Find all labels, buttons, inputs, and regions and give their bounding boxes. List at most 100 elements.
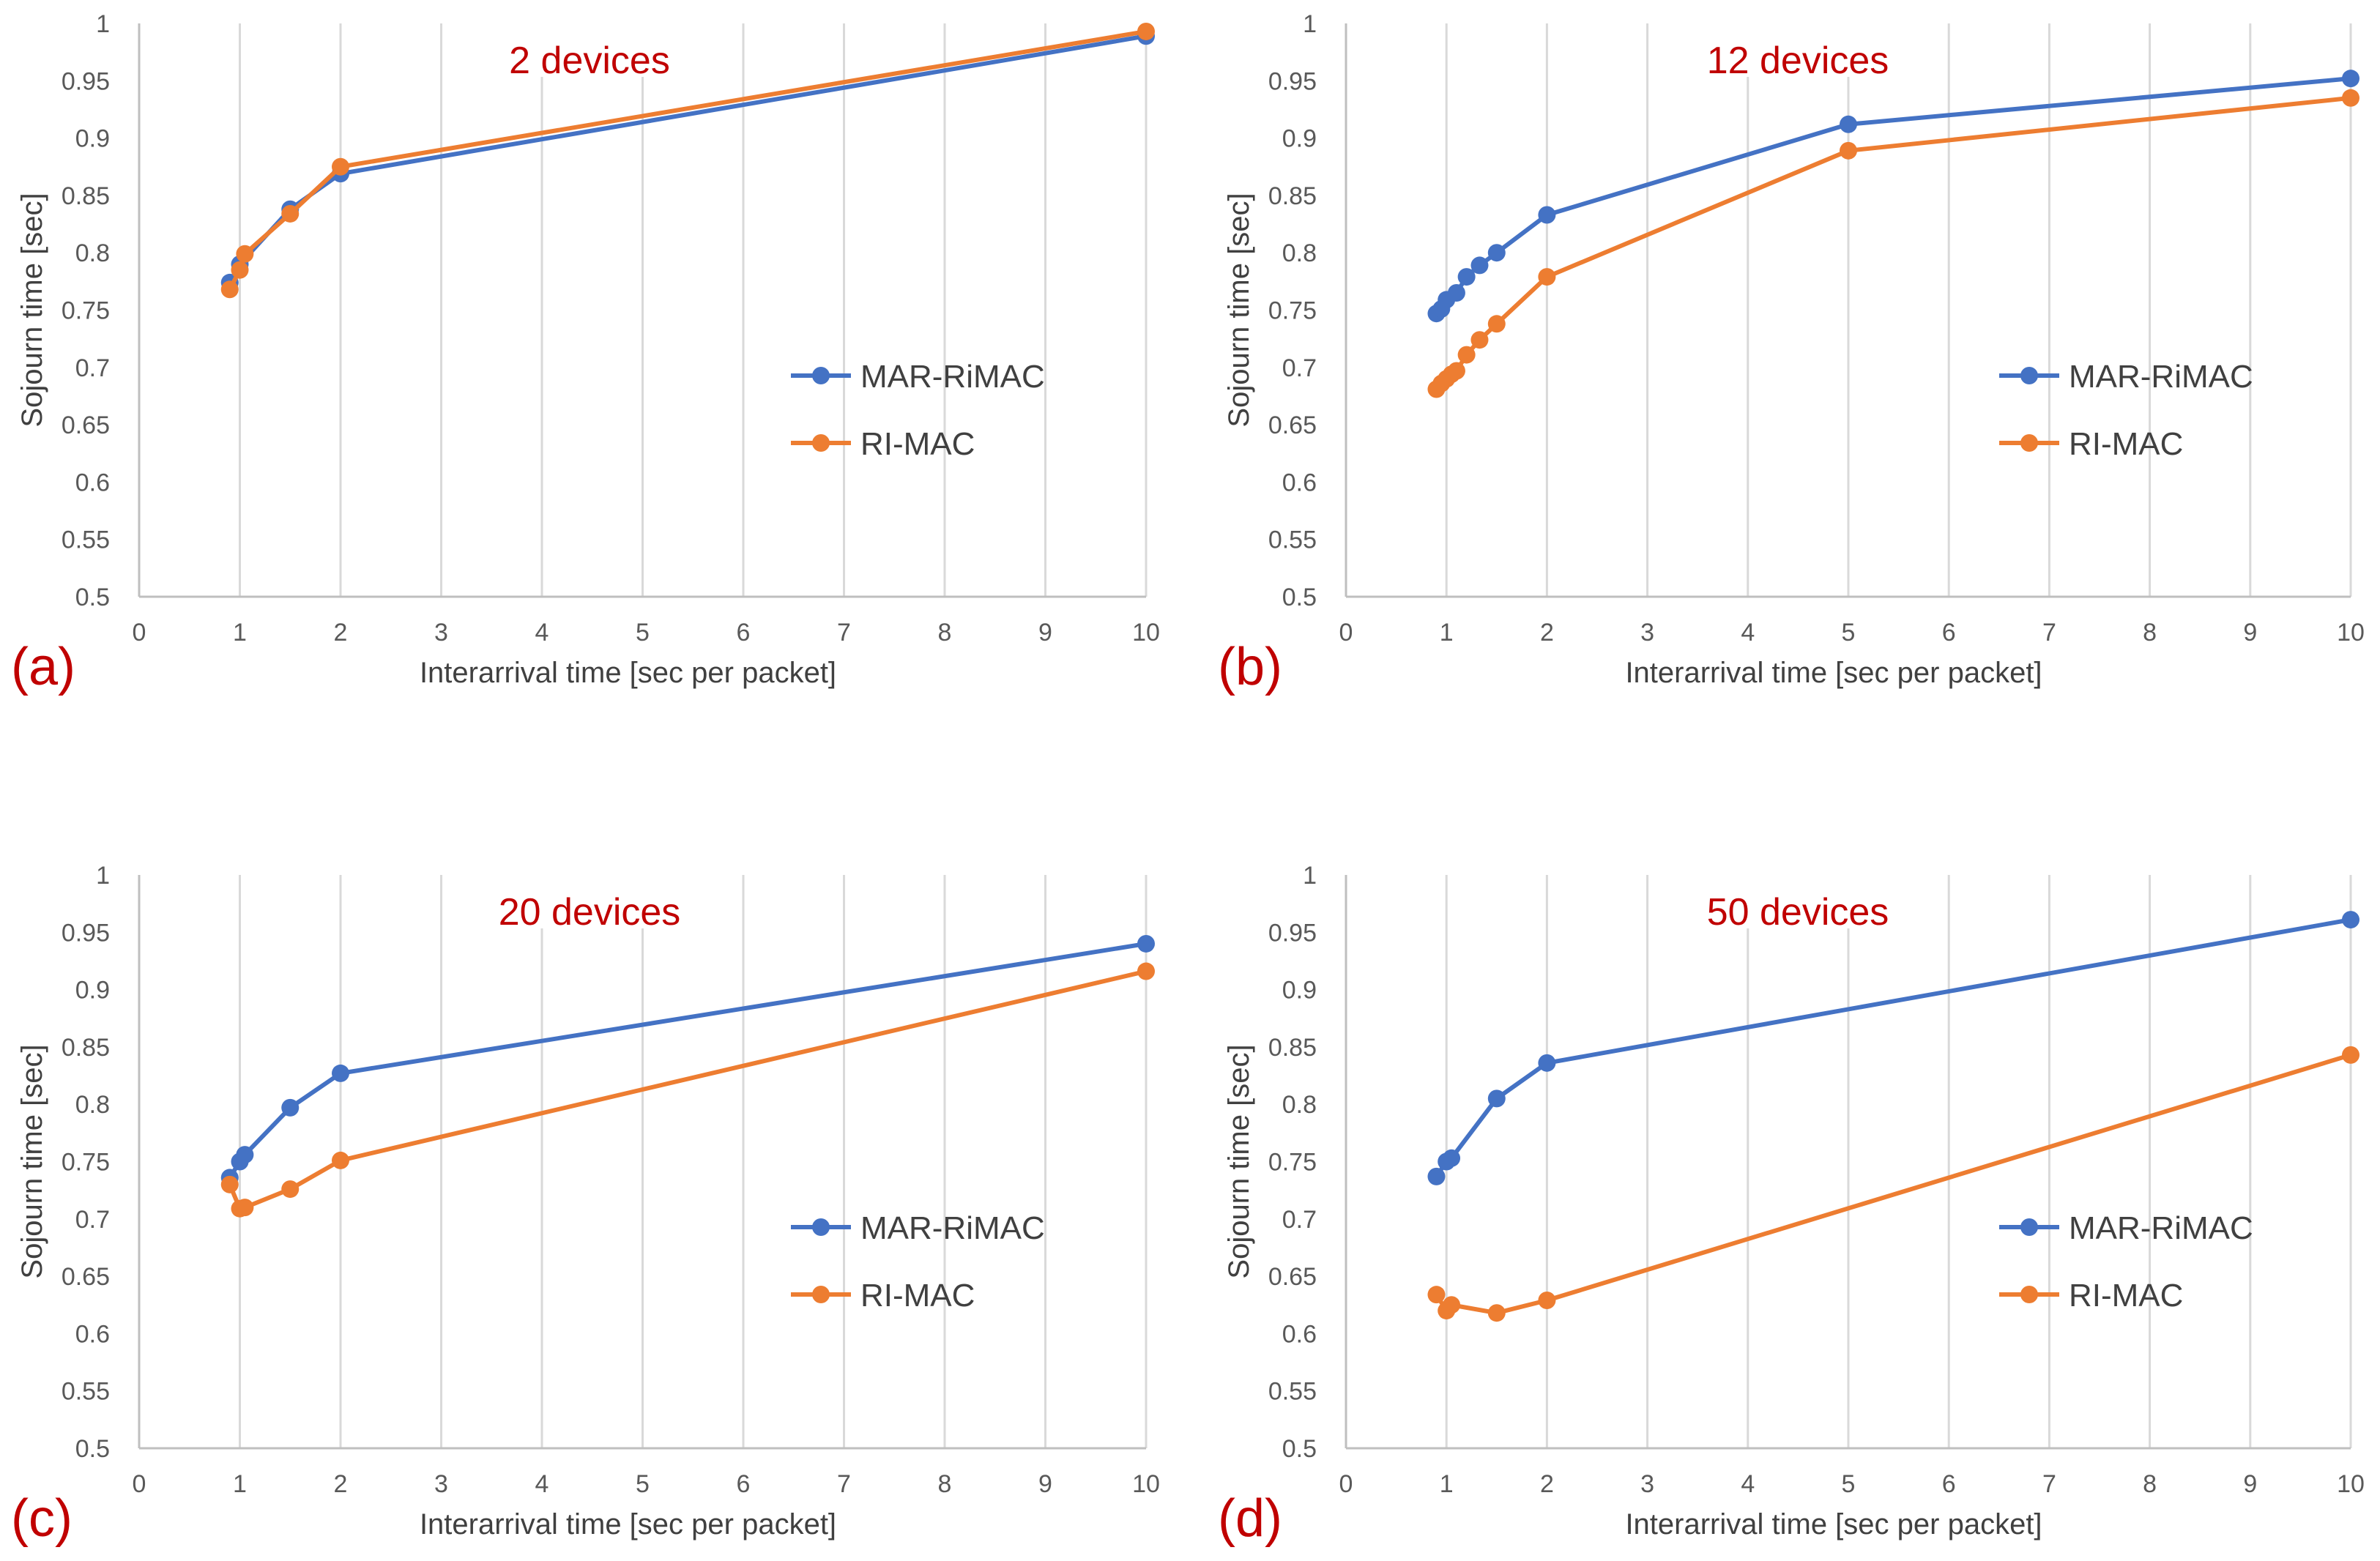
legend-label: RI-MAC — [2069, 426, 2183, 462]
x-tick-label: 6 — [1942, 1470, 1956, 1498]
y-tick-label: 0.5 — [1282, 584, 1317, 611]
y-tick-label: 0.7 — [75, 1206, 110, 1234]
legend-marker — [2020, 1286, 2038, 1303]
data-point-mar-rimac — [1470, 256, 1489, 275]
y-tick-label: 0.75 — [1268, 297, 1317, 325]
x-tick-label: 1 — [1440, 1470, 1454, 1498]
x-tick-label: 3 — [1640, 1470, 1654, 1498]
legend-marker — [2020, 367, 2038, 384]
y-tick-label: 0.9 — [1282, 125, 1317, 153]
y-tick-label: 0.85 — [1268, 1034, 1317, 1062]
data-point-ri-mac — [1538, 1291, 1556, 1309]
panel-label: (d) — [1218, 1489, 1282, 1548]
data-point-mar-rimac — [1538, 1054, 1556, 1072]
chart-title: 2 devices — [509, 40, 670, 82]
y-tick-label: 0.85 — [1268, 182, 1317, 210]
data-point-ri-mac — [236, 245, 254, 263]
x-tick-label: 4 — [1741, 619, 1755, 647]
x-tick-label: 4 — [1741, 1470, 1755, 1498]
y-axis-title: Sojourn time [sec] — [1223, 193, 1255, 427]
y-tick-label: 0.65 — [1268, 411, 1317, 439]
x-tick-label: 0 — [1339, 619, 1353, 647]
y-tick-label: 0.7 — [1282, 354, 1317, 382]
data-point-ri-mac — [332, 1151, 349, 1169]
data-point-ri-mac — [231, 261, 249, 279]
y-tick-label: 0.95 — [62, 67, 110, 95]
y-tick-label: 0.65 — [1268, 1263, 1317, 1291]
data-point-ri-mac — [1538, 268, 1556, 286]
data-point-mar-rimac — [1447, 284, 1465, 302]
data-point-ri-mac — [1487, 1304, 1506, 1322]
y-tick-label: 0.9 — [75, 977, 110, 1005]
data-point-ri-mac — [1443, 1296, 1461, 1314]
y-tick-label: 0.6 — [75, 469, 110, 496]
data-point-mar-rimac — [1137, 934, 1155, 953]
y-tick-label: 1 — [1303, 862, 1317, 890]
x-tick-label: 9 — [1038, 619, 1052, 647]
chart-title: 50 devices — [1707, 891, 1889, 934]
x-tick-label: 2 — [334, 1470, 348, 1498]
y-tick-label: 0.6 — [75, 1320, 110, 1348]
x-tick-label: 10 — [2337, 1470, 2365, 1498]
y-tick-label: 0.7 — [75, 354, 110, 382]
x-tick-label: 9 — [1038, 1470, 1052, 1498]
x-tick-label: 0 — [133, 619, 146, 647]
x-tick-label: 9 — [2243, 1470, 2257, 1498]
data-point-ri-mac — [2342, 1046, 2359, 1064]
legend-marker — [812, 1286, 830, 1303]
x-tick-label: 4 — [535, 619, 549, 647]
y-tick-label: 0.6 — [1282, 469, 1317, 496]
y-tick-label: 0.55 — [1268, 526, 1317, 554]
x-tick-label: 4 — [535, 1470, 549, 1498]
series-line-ri-mac — [1434, 95, 2353, 392]
y-tick-label: 0.75 — [62, 1149, 110, 1177]
data-point-mar-rimac — [2342, 70, 2359, 88]
chart-title: 12 devices — [1707, 40, 1889, 82]
y-tick-label: 0.8 — [1282, 1091, 1317, 1119]
panel-label: (a) — [11, 638, 75, 696]
data-point-ri-mac — [1840, 141, 1857, 160]
y-tick-label: 0.55 — [62, 1378, 110, 1406]
data-point-ri-mac — [1447, 362, 1465, 380]
chart-title: 20 devices — [499, 891, 681, 934]
data-point-ri-mac — [1427, 1286, 1446, 1304]
x-axis-title: Interarrival time [sec per packet] — [1625, 1508, 2042, 1540]
y-tick-label: 0.5 — [75, 584, 110, 611]
data-point-ri-mac — [1137, 962, 1155, 980]
data-point-mar-rimac — [1443, 1149, 1461, 1167]
legend-marker — [812, 1218, 830, 1236]
y-tick-label: 0.55 — [62, 526, 110, 554]
x-tick-label: 1 — [233, 1470, 247, 1498]
x-tick-label: 10 — [2337, 619, 2365, 647]
chart-title-background — [494, 873, 685, 928]
legend-label: MAR-RiMAC — [2069, 359, 2253, 395]
data-point-mar-rimac — [2342, 911, 2359, 929]
chart-title-background — [494, 22, 685, 77]
y-tick-label: 0.95 — [1268, 67, 1317, 95]
series-line-mar-rimac — [1434, 917, 2353, 1179]
y-tick-label: 0.8 — [75, 239, 110, 267]
x-tick-label: 5 — [636, 1470, 650, 1498]
y-tick-label: 0.9 — [1282, 977, 1317, 1005]
legend-marker — [2020, 434, 2038, 452]
x-tick-label: 0 — [133, 1470, 146, 1498]
legend-marker — [812, 434, 830, 452]
x-tick-label: 0 — [1339, 1470, 1353, 1498]
series-line-ri-mac — [1434, 1052, 2353, 1316]
data-point-ri-mac — [281, 1180, 300, 1199]
x-tick-label: 3 — [1640, 619, 1654, 647]
data-point-mar-rimac — [236, 1146, 254, 1164]
x-tick-label: 9 — [2243, 619, 2257, 647]
x-tick-label: 6 — [1942, 619, 1956, 647]
y-tick-label: 0.55 — [1268, 1378, 1317, 1406]
y-axis-title: Sojourn time [sec] — [1223, 1044, 1255, 1278]
panel-label: (b) — [1218, 638, 1282, 696]
legend-label: MAR-RiMAC — [860, 1210, 1045, 1246]
y-tick-label: 0.85 — [62, 1034, 110, 1062]
x-tick-label: 1 — [1440, 619, 1454, 647]
data-point-mar-rimac — [332, 1064, 349, 1082]
y-tick-label: 0.5 — [75, 1435, 110, 1463]
